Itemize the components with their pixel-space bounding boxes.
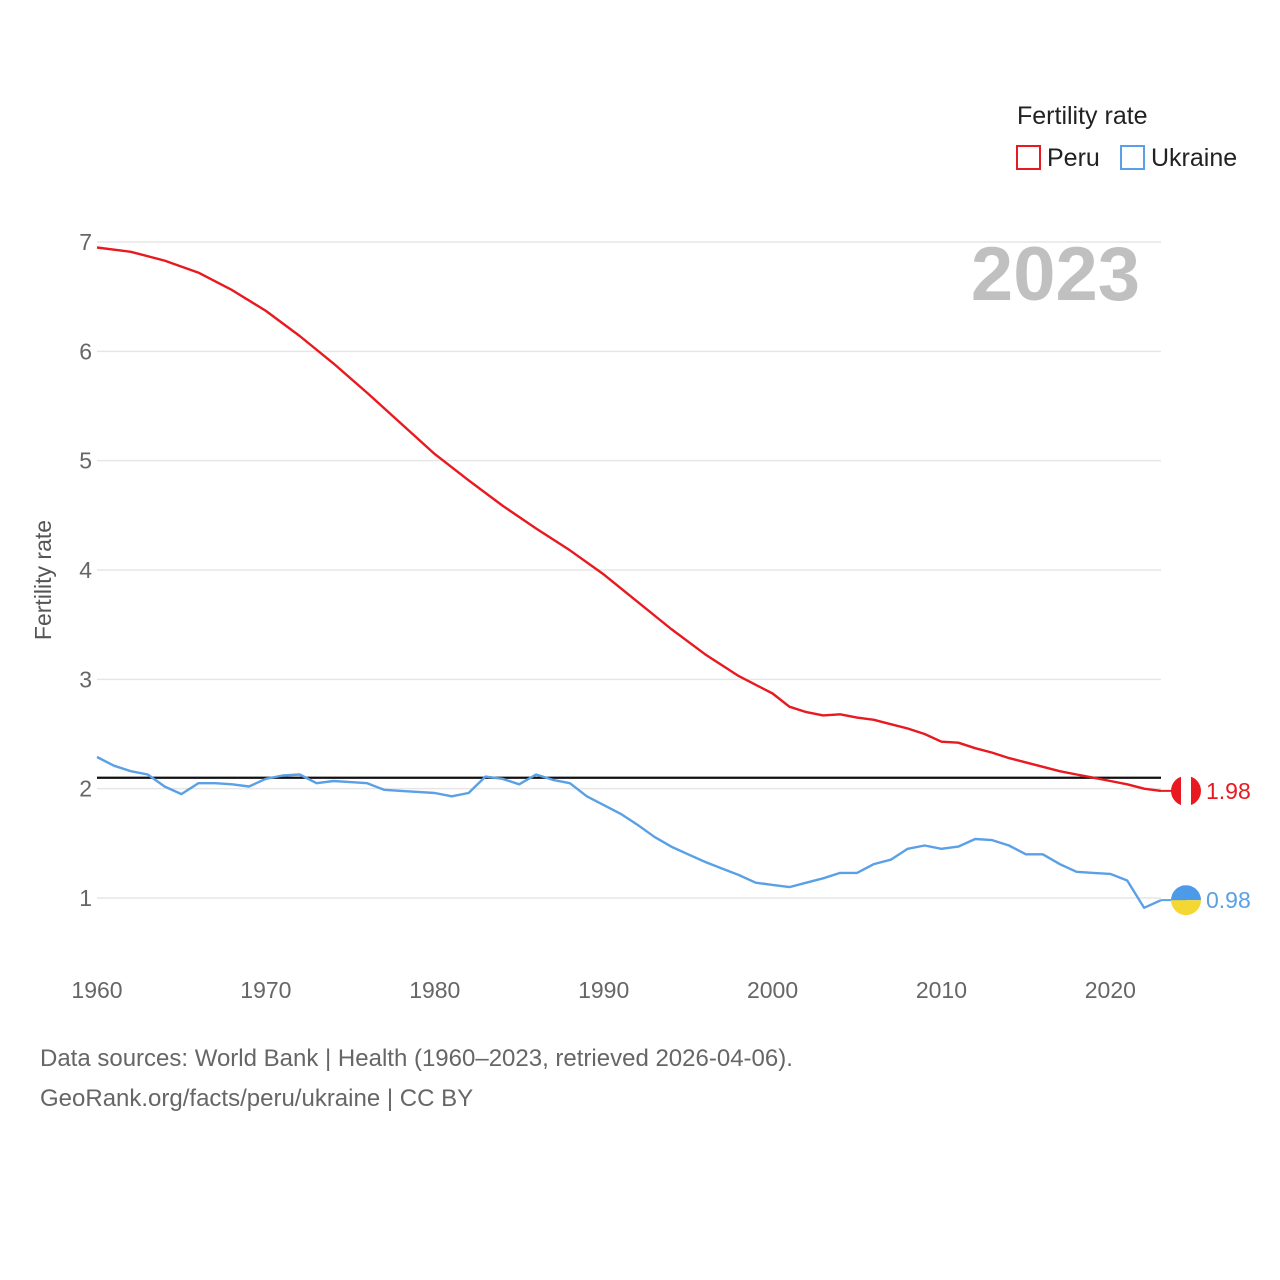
series-line-peru <box>96 246 1162 793</box>
legend-swatch-ukraine <box>1120 145 1145 170</box>
current-year-label: 2023 <box>971 232 1140 317</box>
footer-credit: GeoRank.org/facts/peru/ukraine | CC BY <box>40 1085 474 1112</box>
series-end-value-peru: 1.98 <box>1206 778 1251 804</box>
y-tick-label-6: 6 <box>79 338 92 364</box>
ukraine-flag-icon <box>1171 885 1201 916</box>
legend-title: Fertility rate <box>1017 102 1148 130</box>
gridlines <box>97 241 1161 899</box>
y-tick-label-4: 4 <box>79 557 92 583</box>
y-tick-label-5: 5 <box>79 448 92 474</box>
series-end-value-ukraine: 0.98 <box>1206 887 1251 913</box>
x-axis-ticks: 1960 1970 1980 1990 2000 2010 2020 <box>71 977 1136 1003</box>
x-tick-label-1990: 1990 <box>578 977 629 1003</box>
series-line-ukraine <box>96 755 1162 909</box>
y-tick-label-3: 3 <box>79 666 92 692</box>
y-tick-label-2: 2 <box>79 776 92 802</box>
legend-swatch-peru <box>1016 145 1041 170</box>
x-tick-label-1960: 1960 <box>71 977 122 1003</box>
x-tick-label-2000: 2000 <box>747 977 798 1003</box>
peru-flag-icon <box>1171 775 1201 806</box>
legend-item-peru[interactable]: Peru <box>1016 144 1100 172</box>
fertility-rate-chart: 1 2 3 4 5 6 7 1960 1970 1980 1990 2000 2010 2020 Fer… <box>30 102 1251 1003</box>
legend-item-ukraine[interactable]: Ukraine <box>1120 144 1237 172</box>
x-tick-label-1980: 1980 <box>409 977 460 1003</box>
series-layer: 1.98 0.98 <box>96 246 1251 916</box>
y-tick-label-7: 7 <box>79 229 92 255</box>
x-tick-label-1970: 1970 <box>240 977 291 1003</box>
x-tick-label-2020: 2020 <box>1085 977 1136 1003</box>
y-axis-ticks: 1 2 3 4 5 6 7 <box>79 229 92 911</box>
legend: Fertility rate Peru Ukraine <box>1016 102 1237 172</box>
footer-source: Data sources: World Bank | Health (1960–… <box>40 1045 793 1072</box>
y-tick-label-1: 1 <box>79 885 92 911</box>
y-axis-label: Fertility rate <box>30 520 56 640</box>
legend-label-ukraine: Ukraine <box>1151 144 1237 172</box>
legend-label-peru: Peru <box>1047 144 1100 172</box>
x-tick-label-2010: 2010 <box>916 977 967 1003</box>
